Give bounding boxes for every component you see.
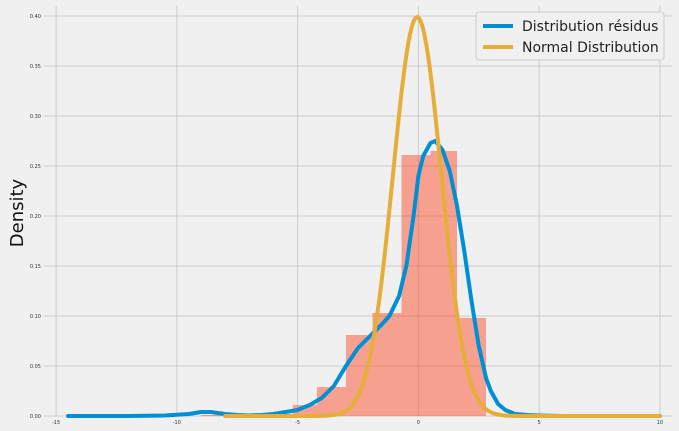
x-tick-labels: -15 -10 -5 0 5 10 (52, 420, 663, 426)
y-tick-label-8: 0.40 (30, 14, 41, 20)
legend-box (475, 11, 665, 61)
y-tick-label-0: 0.00 (30, 414, 41, 420)
y-tick-label-2: 0.10 (30, 314, 41, 320)
x-tick-label-5: 10 (657, 420, 663, 426)
x-tick-label-0: -15 (52, 420, 60, 426)
legend: Distribution résidus Normal Distribution (475, 11, 665, 61)
legend-label-normal: Normal Distribution (522, 40, 659, 56)
x-tick-label-3: 0 (417, 420, 420, 426)
x-tick-label-2: -5 (295, 420, 300, 426)
histogram-bar-0 (201, 415, 230, 416)
density-lines (66, 15, 662, 418)
y-tick-label-5: 0.25 (30, 164, 41, 170)
series-line-1 (223, 15, 662, 418)
y-tick-label-7: 0.35 (30, 64, 41, 70)
histogram-bar-2 (292, 405, 317, 416)
y-tick-label-3: 0.15 (30, 264, 41, 270)
x-tick-label-4: 5 (538, 420, 541, 426)
y-axis-label: Density (7, 178, 28, 247)
y-tick-label-4: 0.20 (30, 214, 41, 220)
x-tick-label-1: -10 (173, 420, 181, 426)
legend-label-residus: Distribution résidus (522, 19, 658, 35)
y-tick-label-1: 0.05 (30, 364, 41, 370)
y-tick-label-6: 0.30 (30, 114, 41, 120)
y-tick-labels: 0.00 0.05 0.10 0.15 0.20 0.25 0.30 0.35 0.40 (30, 14, 41, 420)
